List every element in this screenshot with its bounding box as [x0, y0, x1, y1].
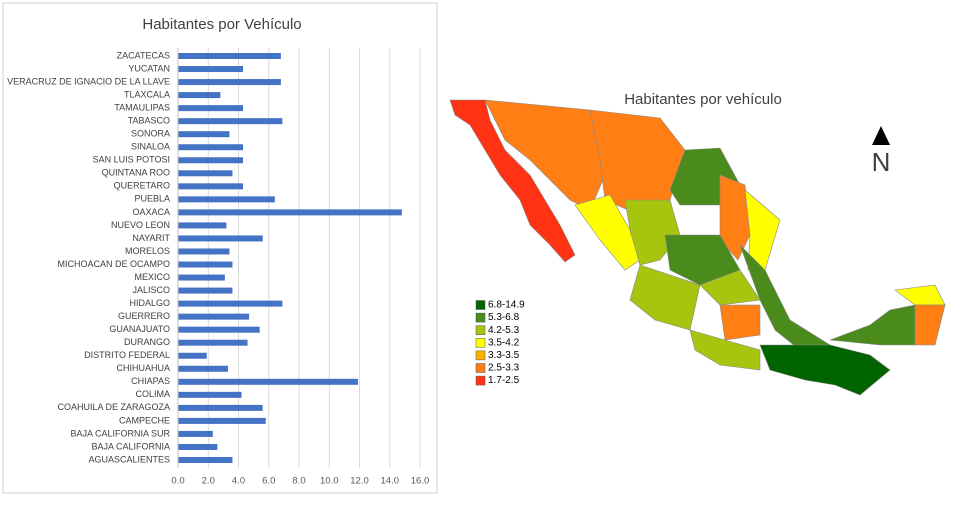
y-tick-label: MORELOS	[125, 246, 170, 256]
x-tick-label: 6.0	[262, 476, 275, 487]
bar	[178, 183, 244, 190]
legend-swatch	[475, 338, 486, 348]
bar	[178, 287, 233, 294]
y-tick-label: COLIMA	[135, 389, 170, 399]
bar	[178, 457, 233, 463]
x-tick-label: 12.0	[350, 476, 369, 487]
y-tick-label: QUERETARO	[114, 181, 170, 191]
bar	[178, 157, 244, 164]
bar	[178, 235, 263, 242]
chart-title: Habitantes por Vehículo	[142, 16, 301, 33]
y-tick-label: NUEVO LEON	[111, 220, 170, 230]
legend-label: 3.3-3.5	[488, 350, 520, 361]
y-tick-label: QUINTANA ROO	[102, 168, 170, 178]
y-tick-label: PUEBLA	[134, 194, 170, 204]
y-tick-label: TLAXCALA	[124, 89, 170, 99]
y-tick-label: SONORA	[131, 129, 170, 139]
y-tick-label: SAN LUIS POTOSI	[93, 155, 170, 165]
y-tick-label: GUERRERO	[118, 311, 170, 321]
y-tick-label: HIDALGO	[129, 298, 170, 308]
y-tick-label: CAMPECHE	[119, 415, 170, 425]
x-tick-label: 0.0	[171, 476, 184, 487]
legend-label: 6.8-14.9	[488, 300, 525, 311]
north-label: N	[872, 147, 891, 177]
y-tick-label: BAJA CALIFORNIA	[91, 441, 170, 451]
y-tick-label: AGUASCALIENTES	[88, 454, 170, 464]
bar	[178, 222, 227, 229]
y-tick-label: TABASCO	[128, 116, 170, 126]
y-tick-label: MEXICO	[134, 272, 170, 282]
y-tick-label: OAXACA	[132, 207, 170, 217]
y-tick-label: CHIAPAS	[131, 376, 170, 386]
bar	[178, 53, 281, 59]
y-tick-label: COAHUILA DE ZARAGOZA	[57, 402, 170, 412]
y-tick-label: MICHOACAN DE OCAMPO	[57, 259, 170, 269]
bar	[178, 378, 358, 385]
legend-swatch	[475, 300, 486, 310]
bar	[178, 170, 233, 177]
y-tick-label: DURANGO	[124, 337, 170, 347]
y-tick-label: ZACATECAS	[117, 50, 170, 60]
legend-label: 3.5-4.2	[488, 337, 520, 348]
bar	[178, 300, 283, 307]
bar	[178, 248, 230, 255]
x-tick-label: 10.0	[320, 476, 339, 487]
legend-swatch	[475, 363, 486, 373]
map	[449, 99, 946, 396]
legend-label: 4.2-5.3	[488, 325, 520, 336]
y-tick-label: SINALOA	[131, 142, 170, 152]
bar	[178, 352, 207, 359]
y-tick-label: VERACRUZ DE IGNACIO DE LA LLAVE	[7, 76, 170, 86]
bar	[178, 261, 233, 268]
y-tick-label: NAYARIT	[132, 233, 170, 243]
bar	[178, 92, 221, 99]
bar	[178, 79, 281, 86]
y-tick-label: BAJA CALIFORNIA SUR	[70, 428, 170, 438]
bar	[178, 365, 228, 372]
x-tick-label: 2.0	[202, 476, 215, 487]
x-tick-label: 14.0	[381, 476, 400, 487]
x-tick-label: 16.0	[411, 476, 430, 487]
bar	[178, 105, 244, 112]
legend-swatch	[475, 312, 486, 323]
y-tick-label: CHIHUAHUA	[116, 363, 170, 373]
bar	[178, 391, 242, 398]
legend-swatch	[475, 350, 486, 361]
y-tick-label: JALISCO	[132, 285, 170, 295]
map-title: Habitantes por vehículo	[624, 91, 782, 108]
bar	[178, 118, 283, 125]
bar	[178, 313, 250, 320]
bar	[178, 430, 213, 437]
x-tick-label: 8.0	[292, 476, 305, 487]
bar	[178, 404, 263, 411]
y-tick-label: DISTRITO FEDERAL	[84, 350, 170, 360]
y-tick-label: TAMAULIPAS	[114, 103, 170, 113]
x-tick-label: 4.0	[232, 476, 245, 487]
legend-swatch	[475, 375, 486, 386]
bar	[178, 274, 225, 281]
bar	[178, 339, 248, 346]
legend-label: 5.3-6.8	[488, 312, 520, 323]
legend-label: 1.7-2.5	[488, 375, 520, 386]
north-arrow	[872, 126, 890, 145]
bar	[178, 417, 266, 424]
y-tick-label: YUCATAN	[128, 63, 170, 73]
bar	[178, 326, 260, 333]
bar	[178, 144, 244, 151]
legend-swatch	[475, 325, 486, 335]
bar	[178, 131, 230, 138]
bar	[178, 66, 244, 73]
bar	[178, 443, 218, 450]
bar	[178, 196, 275, 203]
legend-label: 2.5-3.3	[488, 363, 520, 374]
bar	[178, 209, 402, 216]
y-tick-label: GUANAJUATO	[109, 324, 170, 334]
